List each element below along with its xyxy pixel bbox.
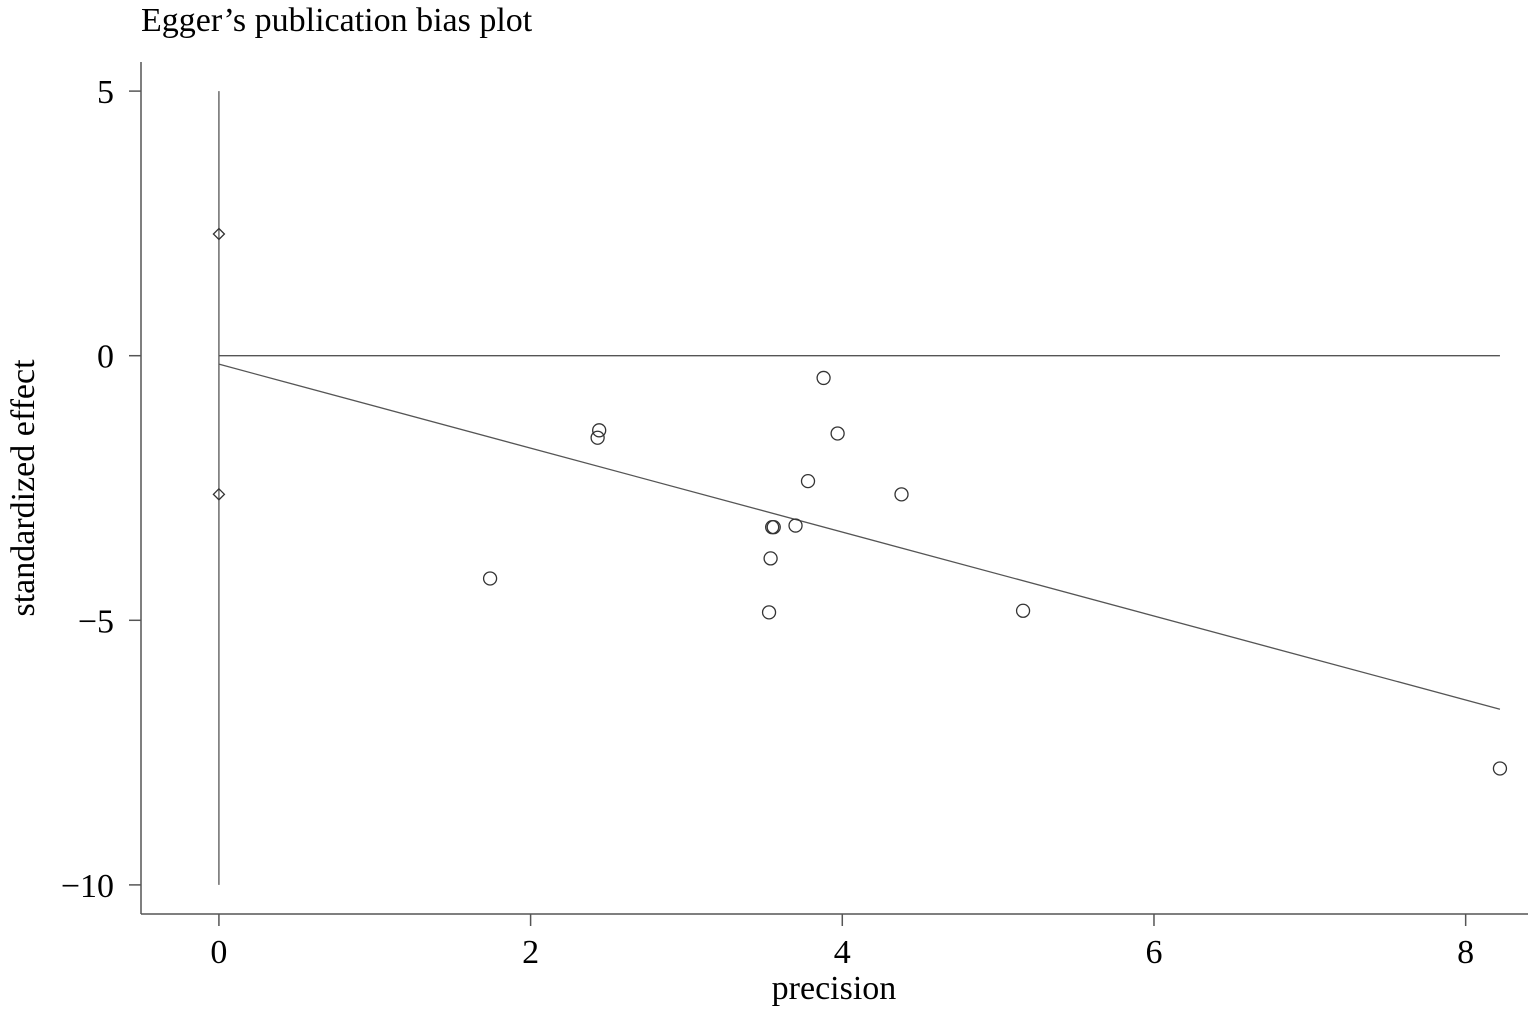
reference-lines <box>218 91 1501 885</box>
y-tick-label: −10 <box>61 868 114 905</box>
x-tick-label: 2 <box>522 934 539 971</box>
y-tick-label: 0 <box>97 339 114 376</box>
x-axis-label: precision <box>772 970 897 1007</box>
scatter-point <box>592 423 607 438</box>
scatter-point <box>788 518 803 533</box>
y-axis-ticks: 5 0 −5 −10 <box>61 74 141 905</box>
scatter-point <box>482 571 498 586</box>
scatter-point <box>894 487 909 502</box>
diamond-point <box>212 227 226 241</box>
x-tick-label: 0 <box>210 934 227 971</box>
scatter-point <box>763 551 778 566</box>
scatter-point <box>761 605 777 620</box>
y-tick-label: −5 <box>78 603 114 640</box>
x-tick-label: 8 <box>1457 934 1474 971</box>
regression-line <box>218 363 1501 710</box>
scatter-point <box>590 430 605 445</box>
scatter-point <box>1492 761 1508 776</box>
scatter-point <box>816 370 831 386</box>
y-tick-label: 5 <box>97 74 114 111</box>
diamond-point <box>212 487 226 501</box>
x-tick-label: 4 <box>834 934 851 971</box>
scatter-point <box>766 520 781 535</box>
chart-title: Egger’s publication bias plot <box>141 2 533 39</box>
scatter-point <box>830 426 845 441</box>
data-points <box>212 227 1508 776</box>
x-tick-label: 6 <box>1145 934 1162 971</box>
scatter-point <box>800 473 816 489</box>
scatter-point <box>1015 603 1031 618</box>
y-axis-label: standardized effect <box>5 359 42 617</box>
x-axis-ticks: 0 2 4 6 8 <box>210 914 1474 971</box>
